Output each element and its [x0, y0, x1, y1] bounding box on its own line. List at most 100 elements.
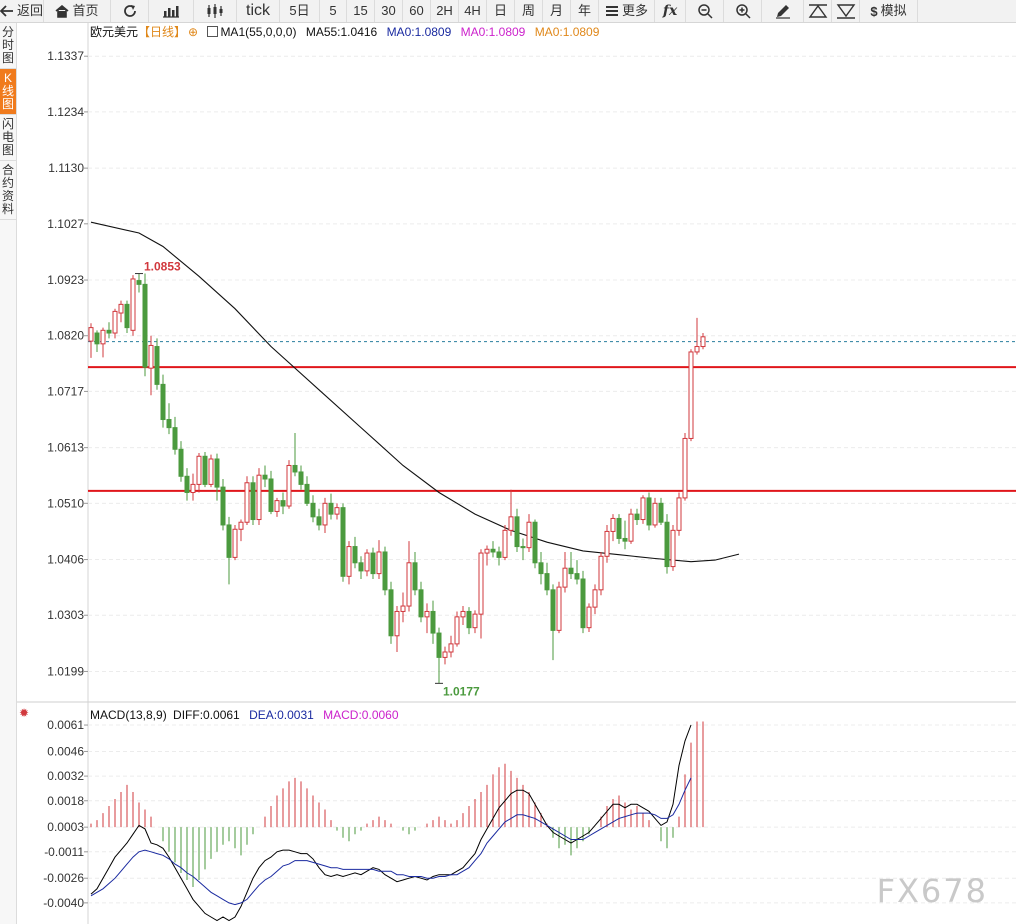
toolbar-button-period-8[interactable]: 15	[347, 0, 375, 22]
candle-body	[352, 546, 358, 564]
candle-7	[130, 275, 136, 336]
toolbar-button-fx-18[interactable]: fx	[655, 0, 686, 22]
toolbar-button-dollar-24[interactable]: $ 模拟	[860, 0, 918, 22]
candle-body	[118, 303, 124, 314]
candle-body	[88, 327, 94, 342]
candle-body	[148, 344, 154, 369]
sidebar-item-2[interactable]: 闪电图	[0, 115, 16, 161]
candle-98	[676, 492, 682, 536]
candle-body	[430, 610, 436, 634]
candle-body	[370, 552, 376, 575]
candle-body	[238, 521, 244, 530]
candle-body	[670, 529, 676, 568]
candle-24	[232, 524, 238, 561]
toolbar-button-period-7[interactable]: 5	[320, 0, 347, 22]
candle-body	[172, 427, 178, 450]
candle-74	[532, 519, 538, 569]
candle-body	[466, 610, 472, 629]
candle-body	[556, 586, 562, 631]
toolbar-button-back-arrow-0[interactable]: 返回	[0, 0, 44, 22]
main-legend: 欧元美元【日线】 ⊕ MA1(55,0,0,0) MA55:1.0416 MA0:…	[90, 25, 605, 39]
toolbar-button-candlestick-4[interactable]	[194, 0, 237, 22]
toolbar-button-pencil-21[interactable]	[762, 0, 804, 22]
toolbar-button-period-5[interactable]: tick	[237, 0, 280, 22]
candle-18	[196, 453, 202, 493]
candle-73	[526, 514, 532, 552]
toolbar-button-period-6[interactable]: 5日	[280, 0, 320, 22]
toolbar-button-period-13[interactable]: 日	[487, 0, 515, 22]
toolbar-button-menu-17[interactable]: 更多	[599, 0, 655, 22]
candle-body	[418, 589, 424, 618]
toolbar-button-period-11[interactable]: 2H	[431, 0, 459, 22]
toolbar-button-period-16[interactable]: 年	[571, 0, 599, 22]
price-tick-label-10: 1.0303	[47, 608, 84, 622]
candle-body	[340, 507, 346, 577]
toolbar-button-triangle-up-22[interactable]	[804, 0, 832, 22]
candle-body	[568, 567, 574, 575]
crosshair-target-icon[interactable]: ⊕	[188, 25, 199, 39]
candle-43	[346, 541, 352, 585]
toolbar-button-zoom-out-19[interactable]	[686, 0, 724, 22]
candle-5	[118, 300, 124, 323]
candle-body	[610, 517, 616, 532]
candle-27	[250, 476, 256, 525]
macd-tick-label-7: -0.0040	[43, 896, 84, 910]
toolbar-button-period-12[interactable]: 4H	[459, 0, 487, 22]
toolbar-button-period-14[interactable]: 周	[515, 0, 543, 22]
menu-icon	[605, 5, 619, 17]
candle-64	[472, 610, 478, 634]
candle-67	[490, 541, 496, 558]
candle-101	[694, 317, 700, 355]
candle-body	[100, 329, 106, 345]
candle-11	[154, 338, 160, 390]
candle-body	[652, 502, 658, 526]
candle-99	[682, 433, 688, 501]
macd-tick-label-6: -0.0026	[43, 871, 84, 885]
candle-15	[178, 441, 184, 482]
macd-settings-icon[interactable]: ✹	[19, 706, 30, 720]
candle-61	[454, 611, 460, 647]
toolbar-button-home-1[interactable]: 首页	[44, 0, 111, 22]
toolbar-button-period-10[interactable]: 60	[403, 0, 431, 22]
toolbar-label: 更多	[621, 3, 648, 18]
candle-89	[622, 520, 628, 550]
toolbar-button-period-15[interactable]: 月	[543, 0, 571, 22]
sidebar-item-3[interactable]: 合约资料	[0, 161, 16, 220]
candle-body	[538, 562, 544, 575]
toolbar-button-triangle-down-23[interactable]	[832, 0, 860, 22]
candle-body	[454, 616, 460, 645]
candle-79	[562, 551, 568, 593]
candle-35	[298, 465, 304, 490]
candle-body	[646, 497, 652, 526]
toolbar-label: 2H	[436, 3, 453, 18]
legend-symbol: 欧元美元	[90, 25, 139, 39]
candle-84	[592, 584, 598, 615]
candle-21	[214, 453, 220, 501]
candle-body	[226, 524, 232, 558]
toolbar-button-zoom-in-20[interactable]	[724, 0, 762, 22]
toolbar-button-bar-chart-3[interactable]	[149, 0, 194, 22]
fx-icon: fx	[662, 3, 678, 19]
toolbar-label: 60	[409, 3, 424, 18]
toolbar-label: 周	[521, 3, 535, 18]
toolbar-button-period-9[interactable]: 30	[375, 0, 403, 22]
candle-12	[160, 374, 166, 428]
candle-9	[142, 273, 148, 377]
legend-period[interactable]: 【日线】	[138, 25, 187, 39]
candle-23	[226, 516, 232, 585]
bar-chart-icon	[162, 4, 180, 18]
candle-body	[130, 278, 136, 331]
toolbar-label: 模拟	[880, 3, 907, 18]
candle-54	[412, 551, 418, 596]
candle-45	[358, 556, 364, 580]
candle-58	[436, 627, 442, 684]
toolbar-label: 返回	[17, 3, 44, 18]
candle-97	[670, 524, 676, 571]
candle-70	[508, 489, 514, 536]
sidebar-item-0[interactable]: 分时图	[0, 23, 16, 69]
candle-20	[208, 454, 214, 488]
candle-90	[628, 508, 634, 544]
price-tick-label-7: 1.0613	[47, 441, 84, 455]
toolbar-button-refresh-2[interactable]	[111, 0, 149, 22]
